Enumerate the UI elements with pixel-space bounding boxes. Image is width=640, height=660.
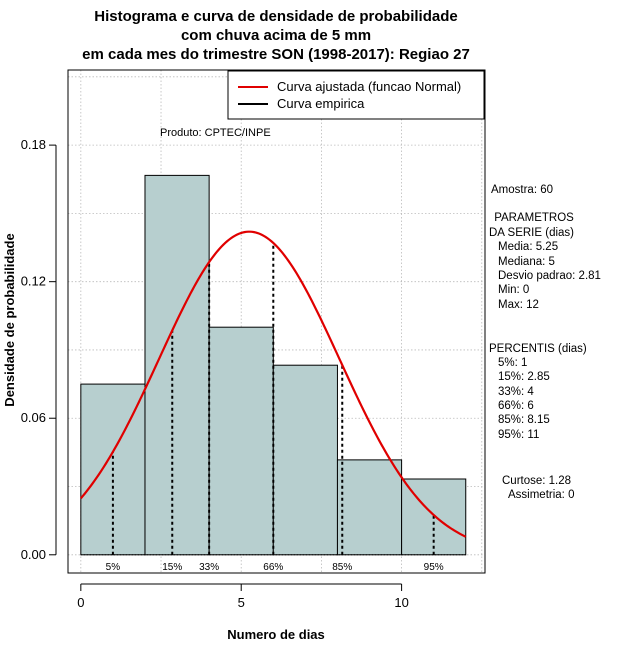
percentile-5: 5%: 1 bbox=[498, 357, 527, 369]
y-tick-label: 0.06 bbox=[21, 410, 46, 425]
param-median: Mediana: 5 bbox=[498, 256, 555, 268]
side-panel: Amostra: 60 PARAMETROS DA SERIE (dias) M… bbox=[489, 184, 601, 501]
x-tick-label: 10 bbox=[394, 595, 408, 610]
histogram-bar bbox=[336, 459, 403, 556]
normal-fit-curve bbox=[79, 230, 467, 538]
legend-box bbox=[227, 70, 485, 120]
percentile-label: 85% bbox=[332, 562, 352, 573]
legend-empirical-label: Curva empirica bbox=[277, 96, 365, 111]
legend: Curva ajustada (funcao Normal) Curva emp… bbox=[227, 70, 485, 120]
percentile-33: 33%: 4 bbox=[498, 386, 534, 398]
y-tick-label: 0.12 bbox=[21, 274, 46, 289]
param-min: Min: 0 bbox=[498, 284, 529, 296]
histogram-bar bbox=[272, 364, 338, 556]
skewness: Assimetria: 0 bbox=[508, 489, 574, 501]
percentile-label: 15% bbox=[162, 562, 182, 573]
x-axis: 0 5 10 bbox=[77, 583, 409, 610]
sample-size: Amostra: 60 bbox=[491, 184, 553, 196]
chart-title-line-1: Histograma e curva de densidade de proba… bbox=[94, 8, 457, 25]
percentile-15: 15%: 2.85 bbox=[498, 371, 550, 383]
percentile-95: 95%: 11 bbox=[498, 429, 539, 441]
kurtosis: Curtose: 1.28 bbox=[502, 475, 571, 487]
product-label: Produto: CPTEC/INPE bbox=[160, 127, 271, 139]
histogram-bar bbox=[208, 326, 274, 556]
percentile-label: 66% bbox=[263, 562, 283, 573]
percentile-85: 85%: 8.15 bbox=[498, 414, 550, 426]
percentile-66: 66%: 6 bbox=[498, 400, 534, 412]
chart-title-line-3: em cada mes do trimestre SON (1998-2017)… bbox=[82, 46, 470, 63]
percentile-lines: 5% 15% 33% 66% 85% 95% bbox=[106, 242, 444, 573]
param-mean: Media: 5.25 bbox=[498, 241, 558, 253]
percentile-label: 5% bbox=[106, 562, 121, 573]
percentile-label: 33% bbox=[199, 562, 219, 573]
x-axis-title: Numero de dias bbox=[227, 627, 325, 642]
param-max: Max: 12 bbox=[498, 299, 539, 311]
x-tick-label: 0 bbox=[77, 595, 84, 610]
percentile-label: 95% bbox=[424, 562, 444, 573]
y-tick-label: 0.00 bbox=[21, 547, 46, 562]
plot-frame bbox=[67, 69, 486, 574]
percentiles-title: PERCENTIS (dias) bbox=[489, 343, 587, 355]
param-sd: Desvio padrao: 2.81 bbox=[498, 270, 601, 282]
params-title-2: DA SERIE (dias) bbox=[489, 227, 574, 239]
params-title-1: PARAMETROS bbox=[491, 212, 574, 224]
y-axis: 0.00 0.06 0.12 0.18 bbox=[21, 137, 57, 562]
histogram-bar bbox=[144, 174, 210, 556]
x-tick-label: 5 bbox=[238, 595, 245, 610]
legend-fit-label: Curva ajustada (funcao Normal) bbox=[277, 79, 461, 94]
y-axis-title: Densidade de probabilidade bbox=[2, 233, 17, 406]
chart-title-line-2: com chuva acima de 5 mm bbox=[181, 27, 371, 44]
y-tick-label: 0.18 bbox=[21, 137, 46, 152]
